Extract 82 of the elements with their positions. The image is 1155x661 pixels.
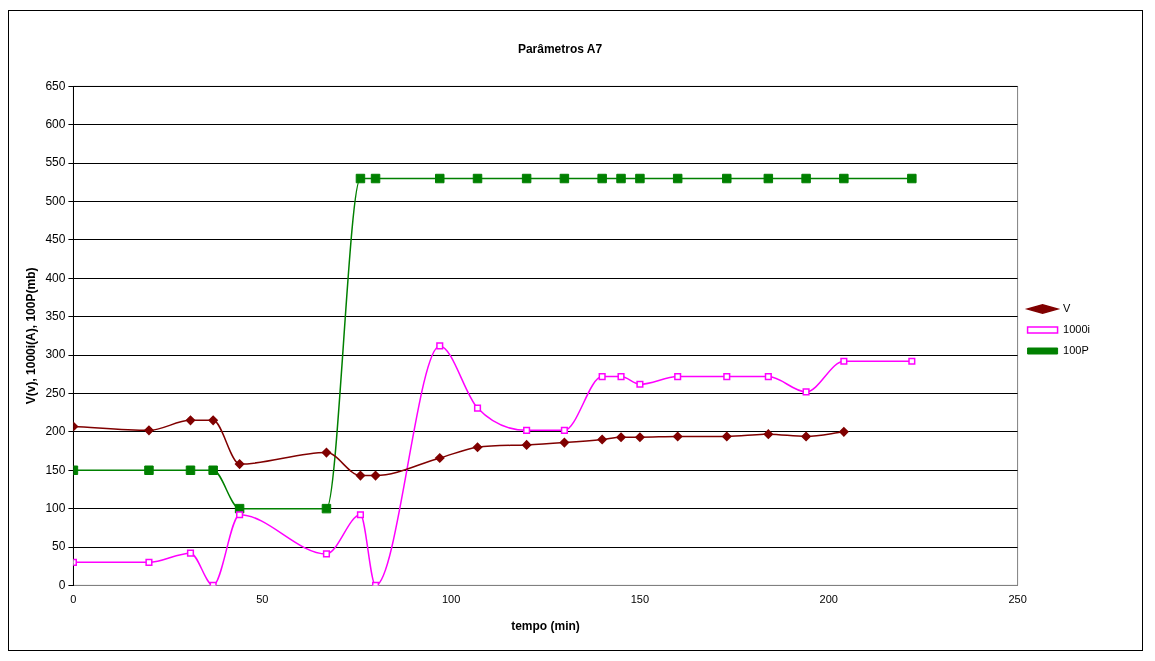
point	[559, 437, 570, 448]
point	[560, 426, 568, 434]
point	[145, 558, 153, 566]
point	[722, 431, 732, 442]
legend-label: V	[1063, 302, 1072, 315]
y-tick-label: 400	[45, 270, 66, 285]
point	[801, 431, 811, 442]
point	[559, 173, 570, 184]
point	[635, 173, 645, 184]
x-tick-label: 200	[819, 593, 838, 606]
y-axis-title: V(v), 1000i(A), 100P(mb)	[23, 267, 38, 405]
y-tick-label: 100	[45, 500, 66, 515]
point	[674, 373, 682, 381]
point	[801, 173, 811, 184]
y-tick-label: 250	[45, 385, 66, 400]
point	[722, 173, 732, 184]
point	[234, 459, 245, 469]
point	[839, 173, 849, 184]
point	[322, 550, 331, 558]
point	[370, 173, 381, 184]
point	[472, 442, 483, 452]
point	[355, 470, 366, 481]
y-tick-label: 300	[45, 347, 66, 362]
y-tick-label: 200	[45, 424, 66, 439]
y-tick-label: 150	[45, 462, 66, 477]
y-tick-label: 500	[45, 193, 66, 208]
point	[356, 511, 365, 519]
point	[763, 173, 774, 184]
point	[840, 357, 848, 365]
y-tick-label: 450	[45, 232, 66, 247]
legend-label: 1000i	[1063, 323, 1091, 336]
point	[672, 431, 683, 442]
x-tick-label: 100	[441, 593, 461, 606]
point	[523, 426, 531, 434]
point	[616, 432, 626, 442]
point	[763, 429, 774, 439]
x-axis-title: tempo (min)	[511, 619, 580, 634]
point	[597, 434, 607, 445]
chart-title: Parâmetros A7	[517, 41, 603, 56]
point	[436, 342, 444, 350]
point	[764, 373, 772, 381]
y-tick-label: 50	[52, 539, 66, 554]
point	[908, 357, 916, 365]
x-tick-label: 150	[630, 593, 650, 606]
point	[598, 373, 606, 381]
point	[370, 470, 381, 481]
x-tick-label: 0	[70, 593, 77, 606]
point	[208, 415, 218, 426]
point	[321, 503, 332, 514]
y-tick-label: 650	[45, 78, 66, 93]
point	[907, 173, 917, 184]
point	[636, 380, 644, 388]
point	[617, 373, 625, 381]
point	[144, 425, 154, 436]
point	[723, 373, 731, 381]
legend-label: 100P	[1063, 344, 1089, 357]
y-tick-label: 350	[45, 309, 66, 324]
point	[435, 173, 445, 184]
point	[521, 440, 532, 450]
y-tick-label: 550	[45, 155, 66, 170]
x-tick-label: 50	[256, 593, 269, 606]
point	[208, 465, 218, 475]
point	[321, 447, 332, 458]
y-tick-label: 600	[45, 117, 66, 132]
point	[839, 427, 849, 437]
y-tick-label: 0	[58, 577, 66, 592]
point	[635, 432, 645, 442]
point	[672, 173, 683, 184]
point	[144, 465, 154, 475]
point	[185, 415, 196, 426]
point	[435, 453, 445, 463]
x-tick-label: 250	[1008, 593, 1027, 606]
point	[185, 465, 196, 475]
point	[616, 173, 626, 184]
point	[521, 173, 532, 184]
point	[186, 549, 195, 557]
point	[802, 388, 810, 396]
point	[236, 511, 244, 519]
point	[472, 173, 483, 184]
point	[355, 173, 366, 184]
point	[597, 173, 607, 184]
point	[473, 404, 482, 412]
